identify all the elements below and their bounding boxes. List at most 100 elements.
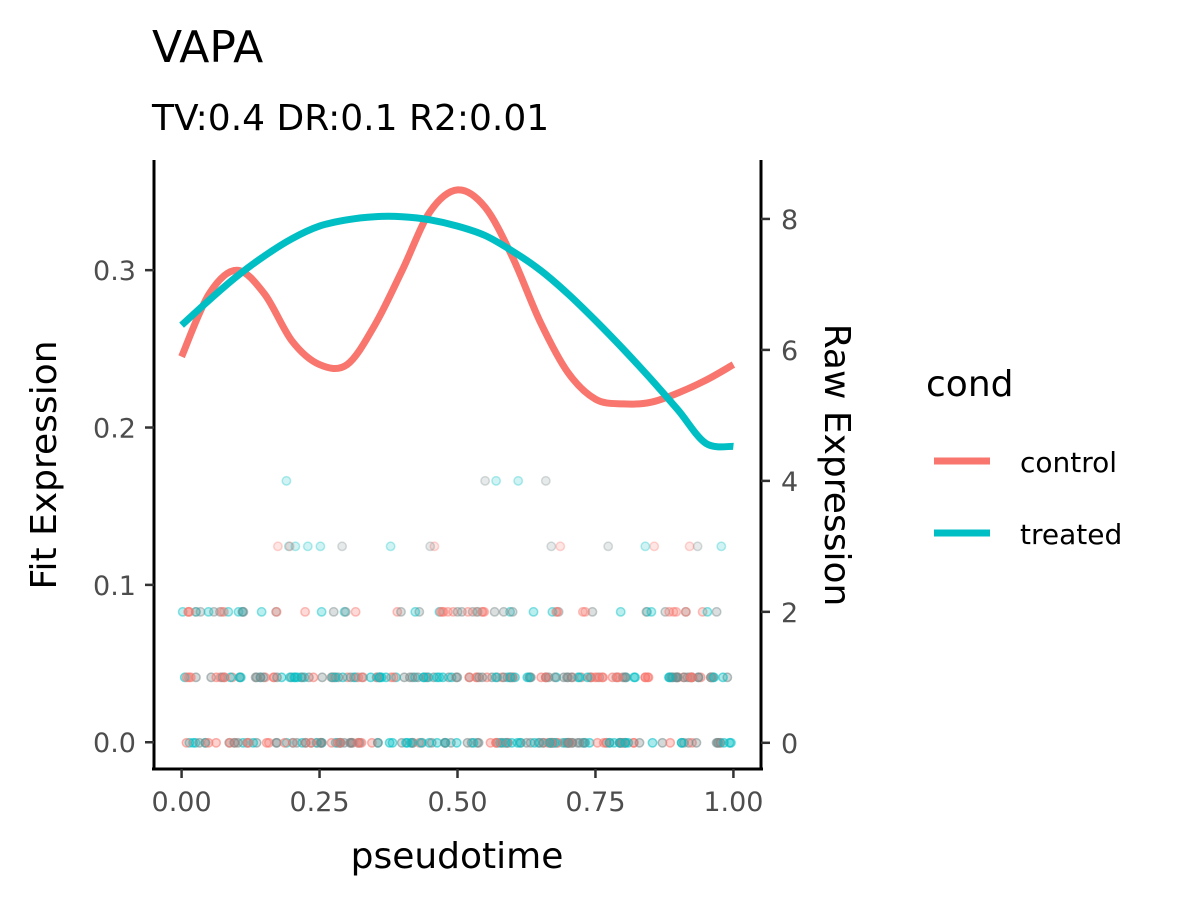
raw-point xyxy=(356,737,367,748)
raw-point xyxy=(437,606,448,617)
legend: cond control treated xyxy=(926,364,1122,551)
raw-point xyxy=(451,672,462,683)
raw-point xyxy=(281,475,292,486)
raw-point xyxy=(392,606,403,617)
raw-point xyxy=(432,672,442,683)
y-ticks-left: 0.0 0.1 0.2 0.3 xyxy=(93,256,154,759)
raw-point xyxy=(613,672,624,683)
raw-point xyxy=(326,737,337,748)
x-tick-label: 0.00 xyxy=(152,787,212,818)
raw-point xyxy=(438,606,449,617)
raw-point xyxy=(442,606,453,617)
raw-point xyxy=(339,606,350,617)
raw-point xyxy=(582,672,593,683)
raw-point xyxy=(451,737,462,748)
raw-point xyxy=(490,672,501,683)
raw-point xyxy=(271,606,282,617)
raw-point xyxy=(646,606,657,617)
raw-point xyxy=(315,541,326,552)
raw-point xyxy=(697,606,708,617)
raw-point xyxy=(681,606,691,617)
raw-point xyxy=(233,606,244,617)
raw-point xyxy=(203,606,214,617)
x-ticks: 0.00 0.25 0.50 0.75 1.00 xyxy=(152,769,763,818)
raw-point xyxy=(551,606,562,617)
raw-point xyxy=(580,606,591,617)
raw-point xyxy=(279,737,290,748)
y-tick-label: 0.1 xyxy=(93,571,136,602)
raw-point xyxy=(327,672,338,683)
raw-point xyxy=(702,606,713,617)
raw-point xyxy=(190,606,201,617)
raw-point xyxy=(558,672,569,683)
raw-point xyxy=(317,672,328,683)
raw-point xyxy=(468,737,479,748)
series-line-treated xyxy=(179,212,734,451)
raw-point xyxy=(340,606,351,617)
raw-point xyxy=(693,672,704,683)
raw-point xyxy=(615,606,626,617)
raw-point xyxy=(498,606,509,617)
raw-point xyxy=(563,737,574,748)
raw-point xyxy=(587,606,598,617)
raw-point xyxy=(574,737,585,748)
raw-point xyxy=(510,672,520,683)
raw-point xyxy=(642,606,652,617)
raw-point xyxy=(448,606,459,617)
series-line-control xyxy=(178,186,736,408)
raw-point xyxy=(308,672,319,683)
raw-point xyxy=(555,541,566,552)
raw-point xyxy=(256,606,267,617)
raw-point xyxy=(203,737,214,748)
raw-point xyxy=(513,475,524,486)
x-tick-label: 0.75 xyxy=(565,787,625,818)
raw-point xyxy=(477,672,488,683)
raw-point xyxy=(373,737,383,748)
raw-point xyxy=(467,606,478,617)
raw-point xyxy=(491,737,502,748)
raw-point xyxy=(718,672,728,683)
raw-point xyxy=(489,606,500,617)
legend-label-treated: treated xyxy=(1020,518,1122,551)
raw-point xyxy=(574,672,585,683)
raw-point xyxy=(614,737,625,748)
raw-point xyxy=(384,737,395,748)
raw-point xyxy=(215,606,225,617)
raw-point xyxy=(665,737,676,748)
raw-point xyxy=(680,606,691,617)
raw-point xyxy=(385,541,396,552)
y-axis-title: Fit Expression xyxy=(24,340,65,589)
raw-point xyxy=(358,672,369,683)
raw-point xyxy=(429,541,440,552)
raw-point xyxy=(711,606,722,617)
raw-point xyxy=(521,737,532,748)
y-tick-label: 0.0 xyxy=(93,728,136,759)
raw-point xyxy=(183,606,194,617)
raw-point xyxy=(528,606,539,617)
raw-point xyxy=(258,672,269,683)
raw-point xyxy=(271,737,282,748)
legend-title: cond xyxy=(926,364,1014,405)
raw-point xyxy=(208,606,219,617)
raw-point xyxy=(476,606,487,617)
raw-point xyxy=(671,606,682,617)
raw-point xyxy=(464,672,475,683)
raw-point xyxy=(292,672,303,683)
raw-point xyxy=(194,737,205,748)
raw-point xyxy=(177,606,188,617)
raw-point xyxy=(284,541,295,552)
raw-point xyxy=(577,606,588,617)
y2-tick-label: 0 xyxy=(781,729,798,760)
raw-point xyxy=(500,737,511,748)
raw-point xyxy=(546,541,557,552)
raw-point xyxy=(691,737,702,748)
x-tick-label: 0.25 xyxy=(289,787,349,818)
raw-point xyxy=(547,606,558,617)
y-tick-label: 0.2 xyxy=(93,414,136,445)
raw-point xyxy=(664,606,675,617)
raw-point xyxy=(223,606,234,617)
raw-point xyxy=(288,737,298,748)
raw-point xyxy=(479,606,490,617)
raw-point xyxy=(350,606,361,617)
